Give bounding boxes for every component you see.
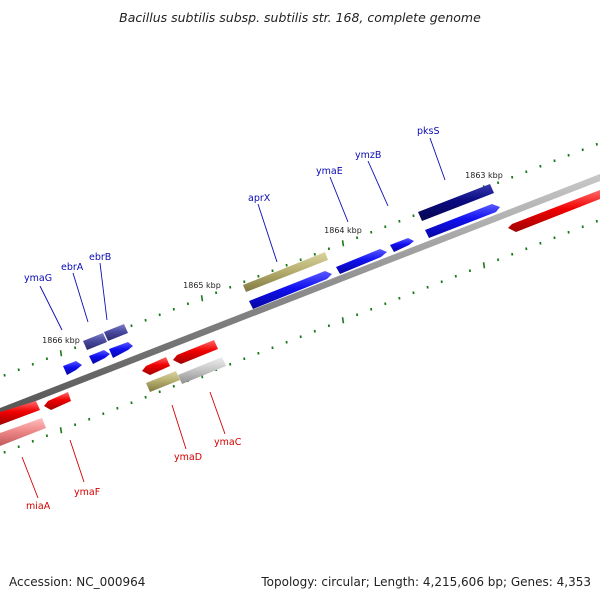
gene-top-right-red[interactable] bbox=[508, 190, 600, 232]
gene-pksS-arrow[interactable] bbox=[425, 204, 500, 238]
reverse-genes bbox=[0, 190, 600, 446]
top-tick-5 bbox=[59, 350, 63, 357]
label-leaders bbox=[21, 137, 446, 499]
bottom-tick-35 bbox=[482, 262, 486, 269]
bottom-tick-5 bbox=[59, 427, 63, 434]
accession-text: Accession: NC_000964 bbox=[9, 575, 146, 589]
gene-ymaD-block[interactable] bbox=[146, 371, 180, 392]
axis-label-1865: 1865 kbp bbox=[183, 281, 221, 290]
gene-ymaC-block[interactable] bbox=[178, 357, 226, 384]
axis-label-1864: 1864 kbp bbox=[324, 226, 362, 235]
gene-ymaG-arrow[interactable] bbox=[63, 361, 82, 375]
axis-label-1863: 1863 kbp bbox=[465, 171, 503, 180]
top-tick-25 bbox=[341, 240, 345, 247]
axis-tick-labels: 1857 kbp1858 kbp1859 kbp1860 kbp1861 kbp… bbox=[42, 171, 503, 345]
label-miaA[interactable]: miaA bbox=[26, 501, 51, 512]
gene-ymaD-arrow[interactable] bbox=[142, 357, 170, 375]
gene-ymaF-arrow[interactable] bbox=[44, 392, 71, 410]
gene-ebrB-block[interactable] bbox=[104, 324, 128, 341]
page-title: Bacillus subtilis subsp. subtilis str. 1… bbox=[119, 10, 481, 25]
gene-miaA-arrow[interactable] bbox=[0, 401, 40, 425]
label-ymaD[interactable]: ymaD bbox=[174, 452, 202, 463]
top-tick-15 bbox=[200, 295, 204, 302]
gene-ebrB-arrow[interactable] bbox=[109, 342, 133, 358]
label-ymaC[interactable]: ymaC bbox=[214, 437, 242, 448]
label-ebrA[interactable]: ebrA bbox=[61, 262, 84, 273]
gene-miaA-block[interactable] bbox=[0, 418, 46, 446]
gene-ebrA-arrow[interactable] bbox=[89, 350, 110, 364]
axis-label-1866: 1866 kbp bbox=[42, 336, 80, 345]
gene-ebrA-block[interactable] bbox=[83, 333, 107, 350]
label-ebrB[interactable]: ebrB bbox=[89, 252, 111, 263]
gene-aprX-block[interactable] bbox=[243, 252, 328, 292]
label-ymaF[interactable]: ymaF bbox=[74, 487, 100, 498]
label-aprX[interactable]: aprX bbox=[248, 193, 271, 204]
gene-ymzB-arrow[interactable] bbox=[390, 238, 414, 252]
bottom-tick-25 bbox=[341, 317, 345, 324]
gene-ymaC-arrow[interactable] bbox=[173, 340, 218, 364]
label-ymaE[interactable]: ymaE bbox=[316, 166, 343, 177]
forward-genes bbox=[63, 184, 500, 375]
label-pksS[interactable]: pksS bbox=[417, 126, 440, 137]
label-ymaG[interactable]: ymaG bbox=[24, 273, 52, 284]
axis-ticks-top bbox=[3, 142, 598, 377]
genome-summary-text: Topology: circular; Length: 4,215,606 bp… bbox=[261, 575, 591, 589]
gene-pksS-block[interactable] bbox=[418, 184, 494, 221]
genome-backbone bbox=[0, 174, 600, 415]
label-ymzB[interactable]: ymzB bbox=[355, 150, 381, 161]
gene-labels: pksS ymzB ymaE aprX ebrB ebrA ymaG ymaC … bbox=[24, 126, 440, 512]
gene-aprX-arrow[interactable] bbox=[249, 271, 332, 309]
gene-ymaE-arrow[interactable] bbox=[336, 249, 387, 274]
